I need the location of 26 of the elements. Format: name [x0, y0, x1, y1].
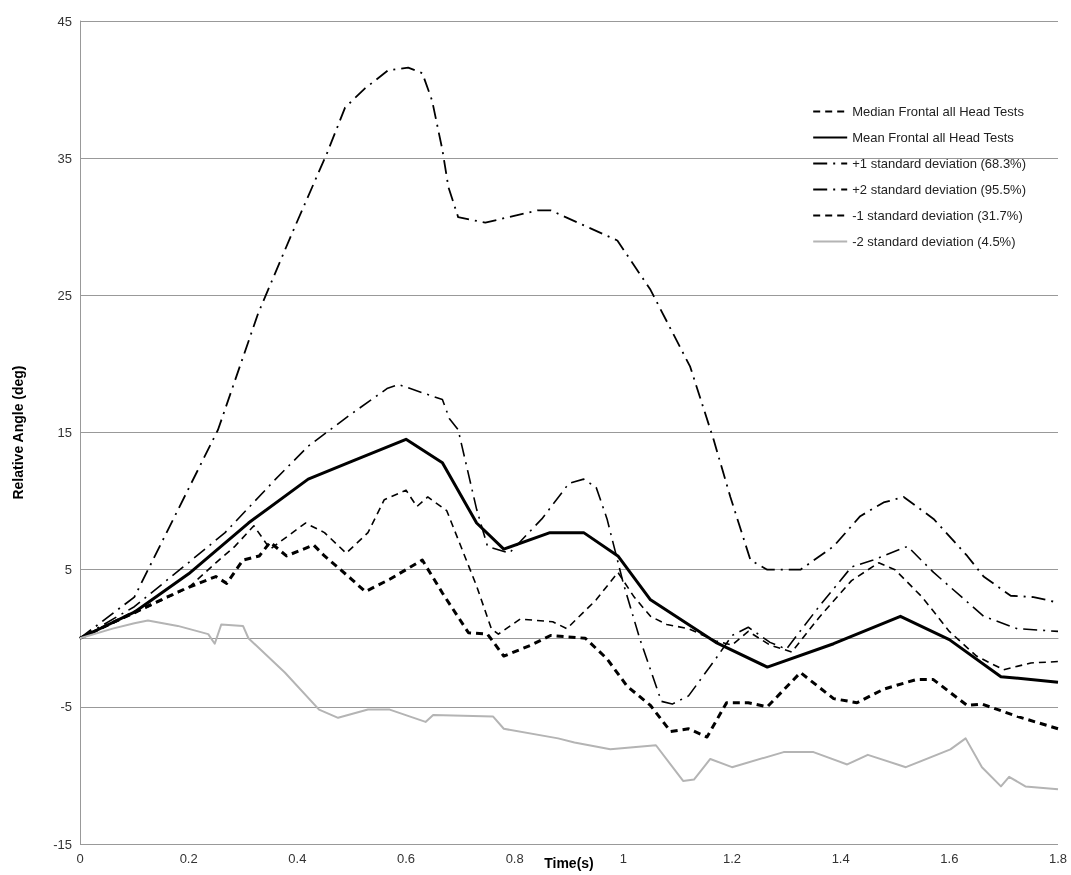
y-tick-label: 15 — [57, 425, 72, 440]
y-tick-label: 45 — [57, 13, 72, 29]
x-tick-label: 1.2 — [722, 851, 742, 866]
x-tick-label: 0.8 — [505, 851, 524, 866]
x-tick-label: 0.6 — [396, 851, 416, 866]
x-tick-label: 0.4 — [288, 851, 307, 866]
x-tick-label: 0.2 — [179, 851, 198, 866]
legend-label: +2 standard deviation (95.5%) — [852, 182, 1027, 197]
x-axis-title: Time(s) — [544, 855, 594, 871]
y-tick-label: -15 — [53, 836, 72, 852]
x-tick-label: 1.6 — [940, 851, 959, 866]
line-series — [79, 619, 1059, 791]
y-tick-label: 35 — [57, 150, 72, 166]
x-tick-label: 0 — [76, 851, 84, 866]
y-tick-label: -5 — [60, 699, 72, 715]
legend-label: +1 standard deviation (68.3%) — [852, 156, 1027, 171]
y-tick-label: 5 — [64, 562, 72, 578]
legend-label: -2 standard deviation (4.5%) — [852, 234, 1016, 249]
legend-label: -1 standard deviation (31.7%) — [852, 208, 1023, 223]
y-axis-title: Relative Angle (deg) — [10, 365, 26, 500]
legend-label: Median Frontal all Head Tests — [852, 104, 1025, 119]
x-tick-label: 1 — [619, 851, 627, 866]
x-tick-label: 1.8 — [1048, 851, 1068, 866]
y-tick-label: 25 — [57, 287, 72, 303]
x-tick-label: 1.4 — [831, 851, 850, 866]
legend-label: Mean Frontal all Head Tests — [852, 130, 1015, 145]
